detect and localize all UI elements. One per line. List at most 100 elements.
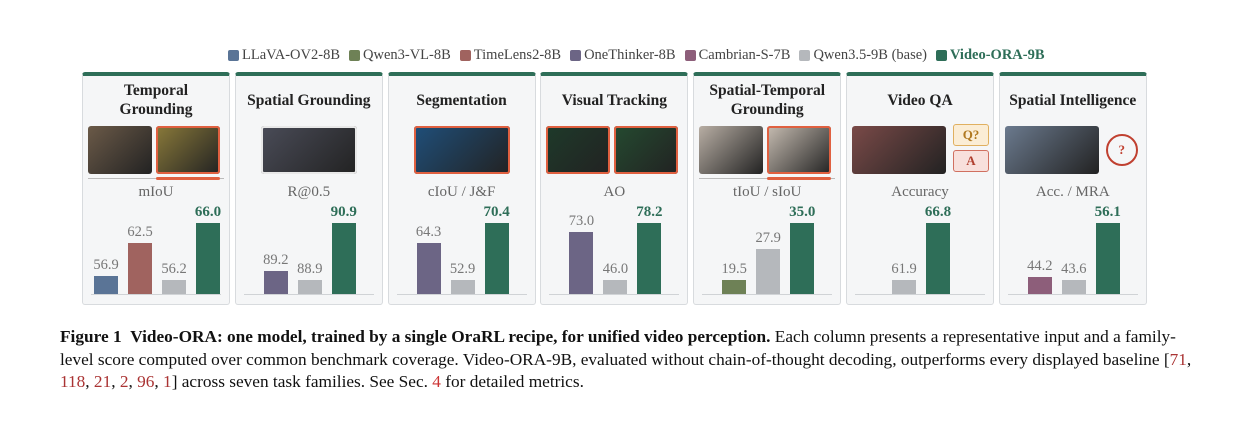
panel: Temporal Grounding mIoU 56.9 62.5 56.2 66.0 — [82, 72, 230, 305]
caption-text: , — [85, 372, 94, 391]
legend-label: Qwen3.5-9B (base) — [813, 47, 927, 63]
caption-label: Figure 1 — [60, 327, 122, 346]
value-label: 35.0 — [789, 204, 816, 220]
bar — [1095, 223, 1120, 294]
metric-label: R@0.5 — [287, 184, 331, 200]
thumbnail — [699, 126, 764, 174]
bar — [94, 275, 118, 294]
legend-item: Qwen3-VL-8B — [349, 47, 451, 64]
bar — [484, 223, 509, 294]
thumbnail — [156, 126, 220, 174]
value-label: 64.3 — [415, 223, 442, 240]
citation: 1 — [163, 372, 172, 391]
bar — [1027, 277, 1052, 294]
bar — [1061, 279, 1086, 294]
caption-text: for detailed metrics. — [440, 372, 584, 391]
caption-text: , — [1186, 349, 1192, 369]
highlight — [156, 177, 220, 180]
citation: 96 — [137, 372, 155, 391]
baseline — [549, 294, 680, 295]
value-label: 56.2 — [161, 261, 187, 278]
caption-title: Video-ORA: one model, trained by a singl… — [130, 327, 771, 346]
thumbnail — [1004, 126, 1099, 174]
panel-title: Temporal Grounding — [119, 82, 193, 118]
metric-label: AO — [603, 184, 626, 200]
panel: Spatial Intelligence? Acc. / MRA 44.2 43.6 5… — [998, 72, 1147, 305]
caption-text: , — [128, 372, 138, 391]
value-label: 73.0 — [568, 213, 595, 230]
panel-title: Segmentation — [416, 91, 507, 109]
legend-label: Video-ORA-9B — [950, 47, 1045, 63]
caption: Figure 1 Video-ORA: one model, trained b… — [60, 326, 1200, 394]
legend-item: Cambrian-S-7B — [684, 47, 791, 64]
panel: Video QA Q? A Accuracy 61.9 66.8 — [846, 72, 994, 305]
value-label: 66.8 — [924, 204, 952, 220]
citation: 4 — [432, 372, 441, 391]
panel-title: Visual Tracking — [561, 91, 667, 109]
value-label: 78.2 — [636, 204, 663, 220]
value-label: 88.9 — [297, 260, 323, 277]
metric-label: cIoU / J&F — [427, 184, 496, 200]
bar — [892, 280, 916, 294]
legend-swatch — [684, 50, 696, 61]
baseline — [702, 294, 833, 295]
value-label: 66.0 — [194, 204, 222, 220]
value-label: 62.5 — [127, 224, 153, 241]
metric-label: mIoU — [138, 184, 174, 200]
bar — [569, 232, 594, 294]
panel-title: Video QA — [887, 91, 953, 109]
thumbnail — [546, 126, 611, 174]
question-badge: Q? — [953, 124, 989, 146]
caption-text: ] across seven task families. See Sec. — [171, 372, 433, 391]
bar — [926, 223, 950, 294]
metric-label: Accuracy — [891, 184, 949, 200]
citation: 2 — [119, 372, 129, 391]
legend-label: Qwen3-VL-8B — [363, 47, 451, 63]
thumbnail — [88, 126, 152, 174]
baseline — [855, 294, 985, 295]
baseline — [1007, 294, 1138, 295]
panel-title: Spatial Intelligence — [1009, 91, 1137, 109]
bar — [416, 242, 441, 294]
value-label: 43.6 — [1061, 260, 1087, 277]
bar — [263, 271, 288, 294]
value-label: 61.9 — [891, 261, 917, 278]
value-label: 52.9 — [449, 260, 476, 277]
legend-item: TimeLens2-8B — [459, 47, 562, 64]
legend-label: TimeLens2-8B — [473, 47, 562, 63]
bar — [331, 223, 356, 294]
thumbnail — [767, 126, 832, 174]
panel: Spatial-Temporal Grounding tIoU / sIoU 19.… — [693, 72, 842, 305]
legend-label: OneThinker-8B — [584, 47, 676, 63]
legend-swatch — [228, 50, 239, 61]
value-label: 46.0 — [602, 261, 629, 277]
legend-swatch — [459, 50, 471, 61]
value-label: 19.5 — [721, 261, 747, 278]
legend-label: Cambrian-S-7B — [698, 47, 791, 63]
thumbnail — [260, 126, 357, 174]
caption-text: , — [111, 372, 120, 391]
value-label: 27.9 — [755, 230, 781, 247]
caption-body: Each column presents a representative in… — [60, 327, 1191, 391]
value-label: 44.2 — [1027, 258, 1053, 275]
citation: 118 — [60, 372, 86, 391]
metric-label: tIoU / sIoU — [733, 184, 802, 200]
bar — [196, 223, 220, 294]
thumbnail — [852, 126, 946, 174]
bar — [297, 279, 322, 294]
baseline — [243, 294, 374, 295]
question-icon: ? — [1105, 134, 1138, 166]
panel: Spatial Grounding R@0.5 89.2 88.9 90.9 — [234, 72, 383, 305]
value-label: 70.4 — [483, 204, 510, 220]
baseline — [91, 294, 221, 295]
bar — [756, 249, 781, 294]
panel-title: Spatial Grounding — [247, 91, 371, 109]
thumbnail — [413, 126, 510, 174]
bar — [637, 223, 662, 294]
value-label: 90.9 — [330, 204, 357, 220]
legend-item: Video-ORA-9B — [936, 47, 1045, 64]
legend-item: LLaVA-OV2-8B — [228, 47, 340, 64]
value-label: 56.9 — [93, 256, 119, 273]
value-label: 89.2 — [263, 252, 289, 269]
